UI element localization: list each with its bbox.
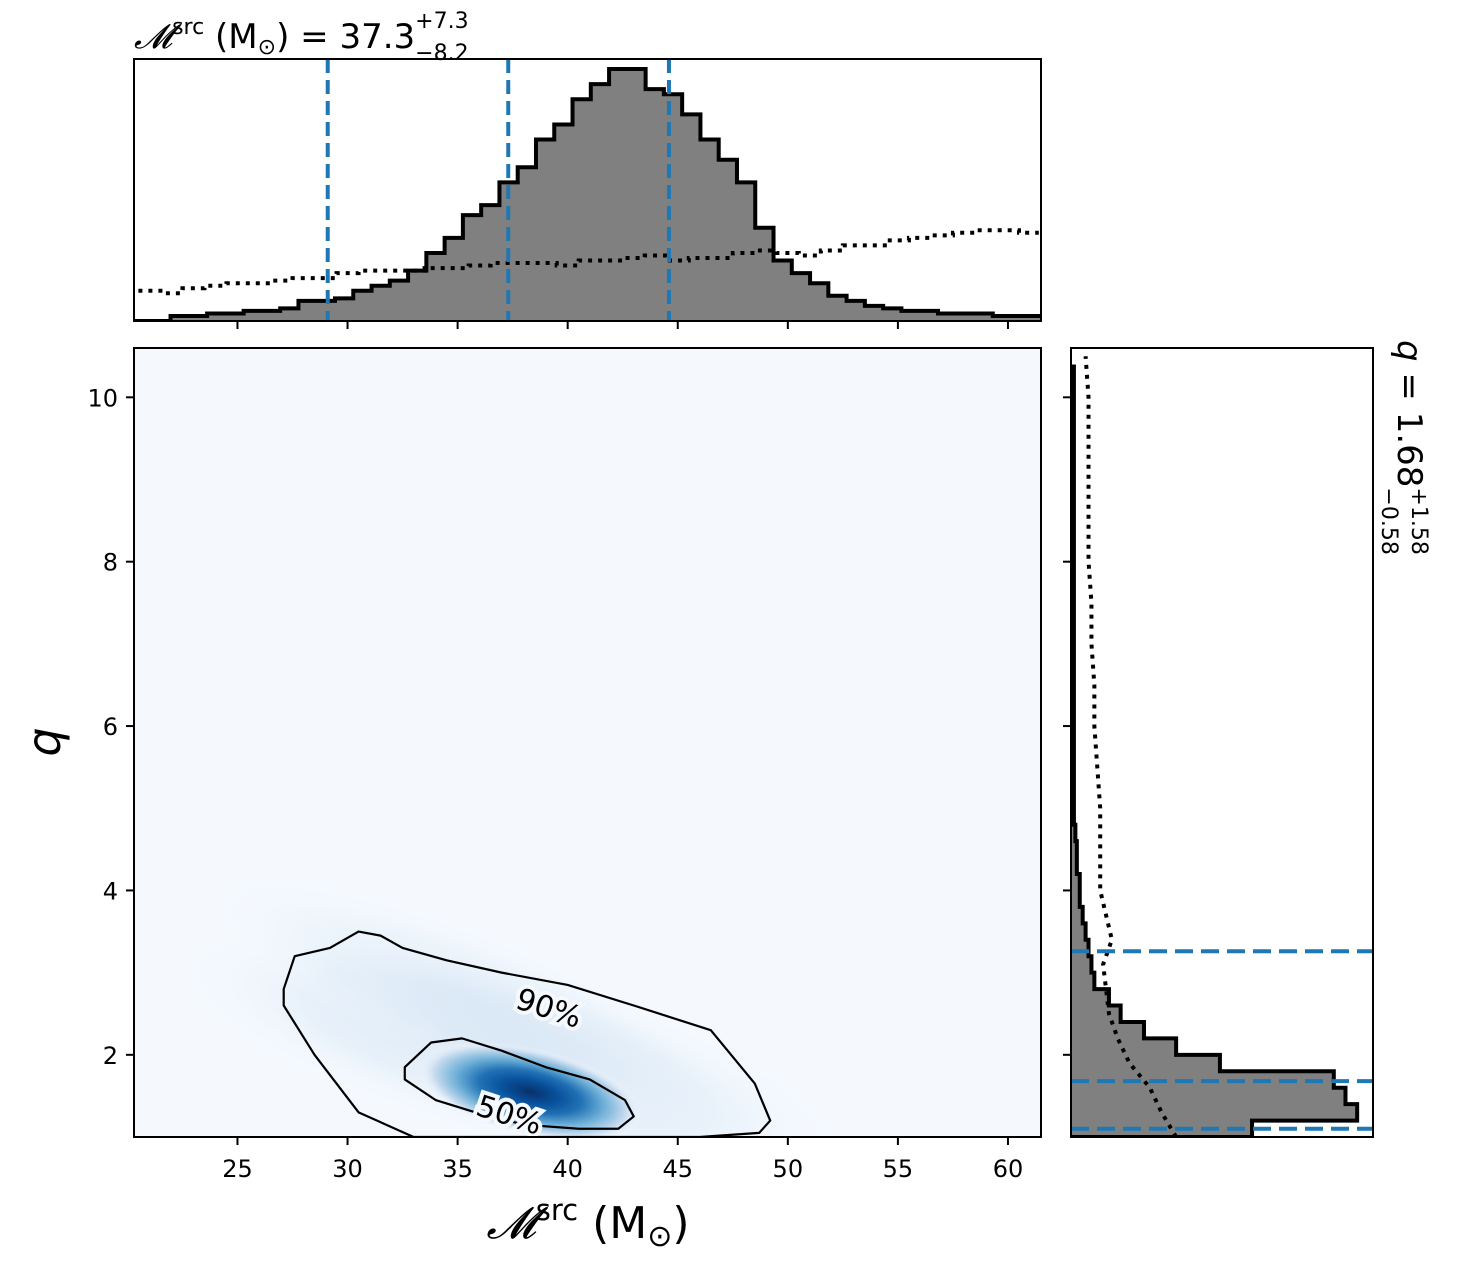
prior-outline-right [1083, 356, 1178, 1137]
prior-histogram-top [138, 228, 1039, 296]
main-panel-frame [133, 347, 1042, 1138]
density-heatmap [161, 871, 856, 1137]
main-y-axis-label: q [17, 727, 71, 756]
posterior-outline-top [134, 67, 1041, 321]
posterior-outline-right [1071, 364, 1360, 1137]
x-tick-label-55: 55 [883, 1155, 914, 1183]
y-tick-label-8: 8 [103, 549, 118, 577]
right-panel-title: q = 1.68+1.58−0.58 [1376, 340, 1431, 555]
top-panel-title: 𝓜src (M⊙) = 37.3+7.3 −8.2 [134, 9, 469, 66]
right-panel-ticks [1063, 396, 1071, 1056]
posterior-fill-right [1071, 364, 1358, 1137]
right-panel-frame [1070, 347, 1374, 1138]
y-tick-label-6: 6 [103, 713, 118, 741]
posterior-fill-top [134, 69, 1041, 321]
prior-histogram-right [1083, 356, 1178, 1137]
y-tick-label-2: 2 [103, 1042, 118, 1070]
x-tick-label-25: 25 [222, 1155, 253, 1183]
x-tick-label-35: 35 [442, 1155, 473, 1183]
posterior-histogram-top [134, 67, 1041, 321]
credible-contours [282, 930, 772, 1137]
contour-90% [282, 930, 772, 1137]
x-tick-label-50: 50 [773, 1155, 804, 1183]
x-tick-label-40: 40 [552, 1155, 583, 1183]
main-y-axis-ticks: 2 4 6 8 10 [87, 384, 134, 1070]
x-tick-label-30: 30 [332, 1155, 363, 1183]
prior-outline-top [138, 228, 1039, 296]
quantile-lines-right [1071, 949, 1373, 1131]
contour-50% [403, 1037, 635, 1130]
posterior-histogram-right [1071, 364, 1360, 1137]
right-histogram-panel: q = 1.68+1.58−0.58 [1063, 340, 1431, 1138]
main-x-axis-ticks: 25 30 35 40 45 50 55 60 [222, 1137, 1023, 1183]
quantile-lines-top [325, 59, 671, 321]
y-tick-label-4: 4 [103, 877, 118, 905]
density-core [417, 1041, 643, 1137]
density-tail [195, 871, 755, 1132]
main-x-axis-label: 𝓜src (M⊙) [486, 1193, 689, 1254]
x-tick-label-60: 60 [993, 1155, 1024, 1183]
top-panel-ticks [236, 321, 1009, 329]
x-tick-label-45: 45 [662, 1155, 693, 1183]
top-panel-frame [133, 58, 1042, 322]
top-histogram-panel: 𝓜src (M⊙) = 37.3+7.3 −8.2 [133, 9, 1042, 329]
y-tick-label-10: 10 [87, 384, 118, 412]
